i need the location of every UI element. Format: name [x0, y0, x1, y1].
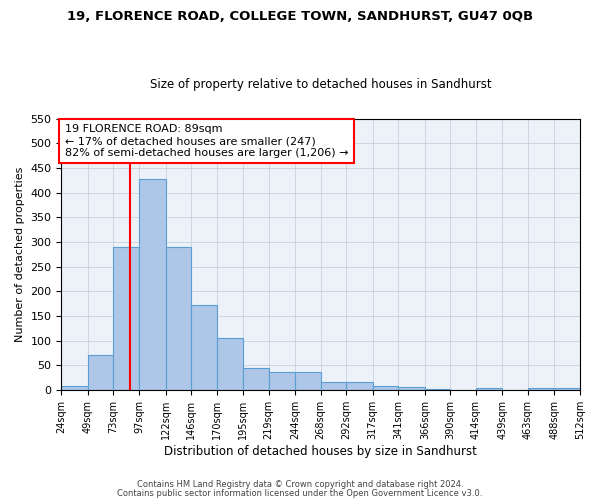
Bar	[269, 372, 295, 390]
Bar	[139, 179, 166, 390]
Bar	[398, 388, 425, 390]
Bar	[166, 247, 191, 390]
Title: Size of property relative to detached houses in Sandhurst: Size of property relative to detached ho…	[150, 78, 491, 91]
Bar	[346, 382, 373, 390]
Bar	[191, 304, 217, 390]
Bar	[554, 388, 580, 390]
Bar	[321, 382, 346, 390]
Bar	[528, 388, 554, 390]
Bar	[217, 338, 243, 390]
Bar	[243, 368, 269, 390]
Bar	[425, 389, 451, 390]
Bar	[113, 247, 139, 390]
Text: Contains HM Land Registry data © Crown copyright and database right 2024.: Contains HM Land Registry data © Crown c…	[137, 480, 463, 489]
Bar	[295, 372, 321, 390]
Text: 19, FLORENCE ROAD, COLLEGE TOWN, SANDHURST, GU47 0QB: 19, FLORENCE ROAD, COLLEGE TOWN, SANDHUR…	[67, 10, 533, 23]
Bar	[373, 386, 398, 390]
X-axis label: Distribution of detached houses by size in Sandhurst: Distribution of detached houses by size …	[164, 444, 477, 458]
Bar	[88, 356, 113, 390]
Text: 19 FLORENCE ROAD: 89sqm
← 17% of detached houses are smaller (247)
82% of semi-d: 19 FLORENCE ROAD: 89sqm ← 17% of detache…	[65, 124, 348, 158]
Bar	[61, 386, 88, 390]
Text: Contains public sector information licensed under the Open Government Licence v3: Contains public sector information licen…	[118, 489, 482, 498]
Bar	[476, 388, 502, 390]
Y-axis label: Number of detached properties: Number of detached properties	[15, 166, 25, 342]
